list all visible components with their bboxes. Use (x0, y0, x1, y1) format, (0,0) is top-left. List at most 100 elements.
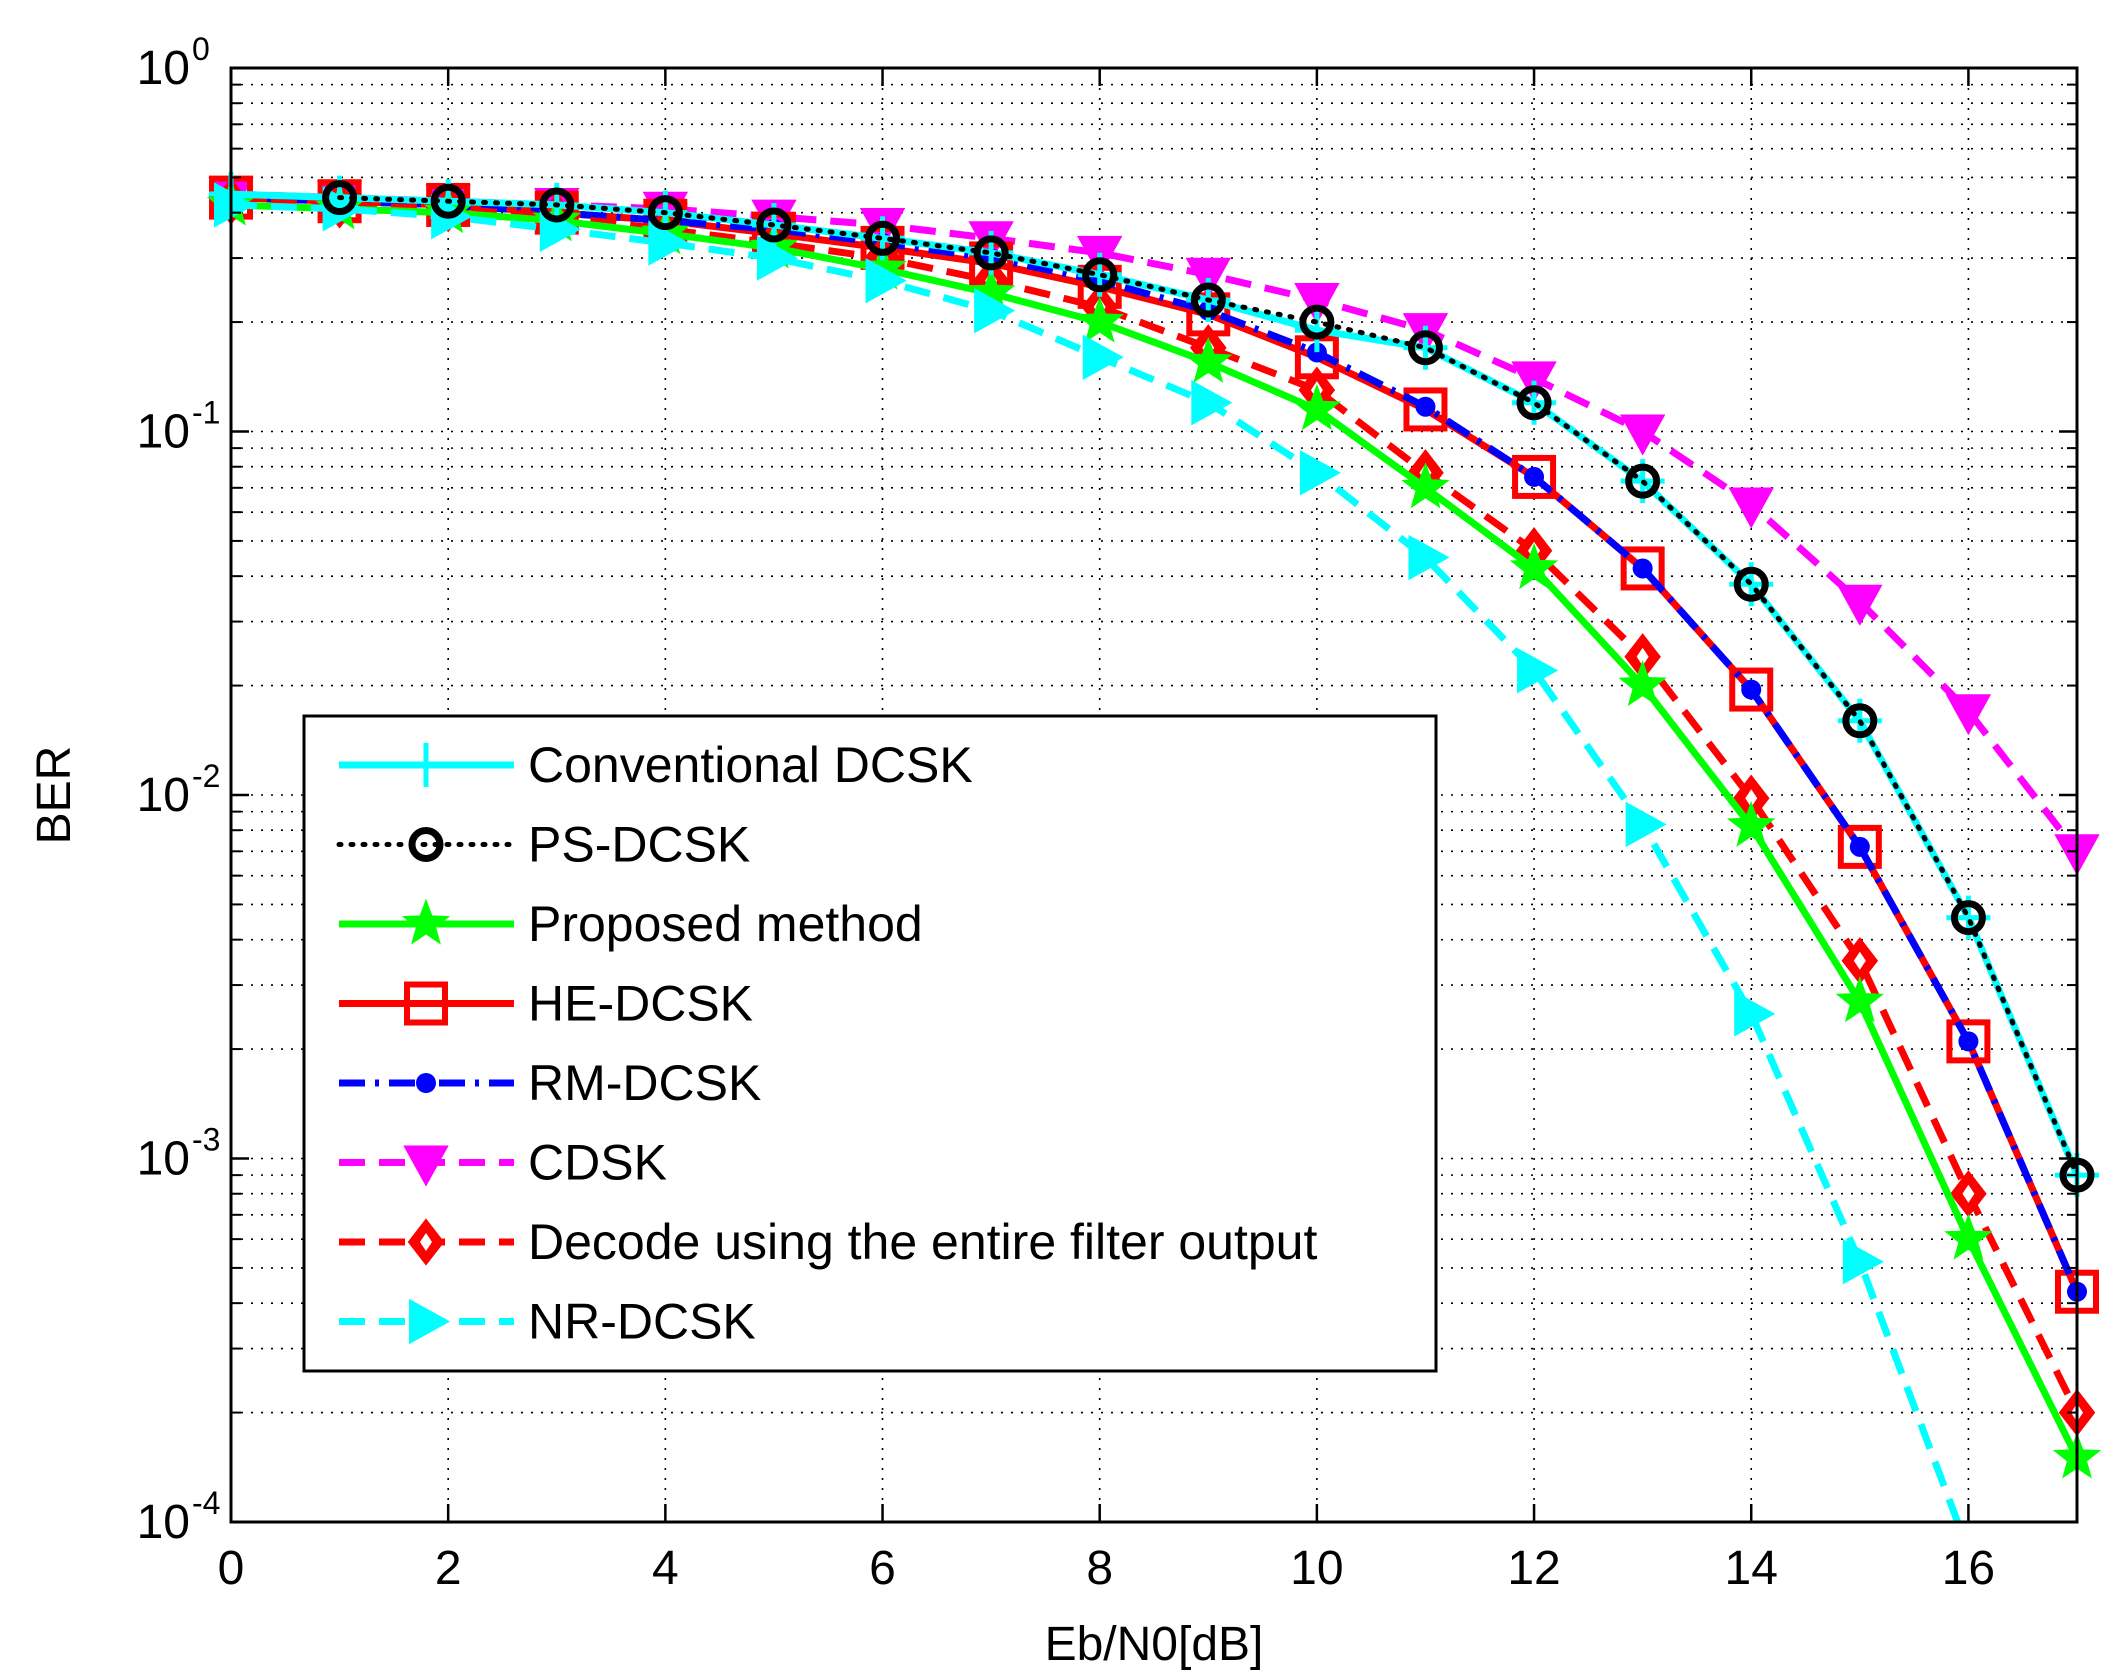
data-point (1619, 414, 1666, 456)
legend-marker (408, 827, 444, 862)
data-point (1729, 667, 1774, 712)
data-point (1191, 380, 1233, 426)
data-point (1082, 334, 1124, 380)
data-point-inner (1636, 647, 1649, 666)
data-point (1512, 454, 1557, 499)
legend-label: Conventional DCSK (528, 737, 973, 793)
legend-label: Proposed method (528, 896, 923, 952)
legend-item: RM-DCSK (339, 1055, 761, 1111)
legend-marker (404, 981, 448, 1026)
series-nr-dcsk (214, 182, 1961, 1524)
legend-label: RM-DCSK (528, 1055, 761, 1111)
y-tick-exponent: -3 (192, 1122, 220, 1158)
data-point (1407, 330, 1443, 366)
data-point (1728, 487, 1774, 529)
data-point (1618, 660, 1667, 707)
y-tick-exponent: -2 (192, 758, 220, 794)
data-point (1075, 296, 1124, 343)
legend-item: NR-DCSK (339, 1294, 756, 1350)
data-point (1190, 282, 1226, 318)
legend-item: Conventional DCSK (339, 737, 973, 793)
data-point (1958, 1031, 1979, 1052)
x-tick-label: 10 (1290, 1542, 1343, 1595)
data-point (1837, 824, 1882, 869)
data-point (1299, 450, 1341, 496)
data-point (1294, 283, 1340, 325)
data-point (1741, 679, 1762, 700)
data-point (1632, 558, 1653, 579)
legend-label: HE-DCSK (528, 976, 753, 1032)
data-point-inner (1962, 1184, 1975, 1203)
series-line (230, 197, 2081, 1415)
data-point (1620, 546, 1665, 591)
data-point (1509, 542, 1559, 590)
data-point (1625, 801, 1667, 848)
data-point (1625, 463, 1661, 499)
data-point (974, 287, 1016, 334)
data-point (1401, 462, 1450, 509)
y-tick-label: 10 (137, 1496, 190, 1549)
data-point (865, 257, 907, 304)
data-point (756, 235, 799, 281)
data-point (1415, 396, 1436, 417)
y-tick-label: 10 (137, 769, 190, 822)
x-tick-label: 6 (869, 1542, 896, 1595)
data-point (1185, 257, 1231, 299)
x-tick-label: 12 (1507, 1542, 1560, 1595)
legend-marker (404, 743, 448, 787)
data-point (1950, 900, 1986, 936)
legend-marker (403, 1145, 449, 1187)
legend-marker (401, 898, 451, 945)
data-point-inner (1745, 789, 1758, 808)
x-tick-label: 4 (652, 1542, 679, 1595)
x-axis-title: Eb/N0[dB] (1045, 1618, 1264, 1671)
y-tick-exponent: -1 (192, 395, 220, 431)
data-point (430, 183, 466, 219)
series-line (230, 201, 2081, 1460)
data-point (1403, 387, 1448, 432)
data-point (1946, 1019, 1991, 1064)
x-tick-label: 16 (1942, 1542, 1995, 1595)
y-tick-exponent: 0 (192, 31, 210, 67)
legend-marker (409, 1298, 451, 1345)
data-point (1306, 342, 1327, 363)
data-point (1842, 703, 1878, 739)
data-point (1517, 647, 1559, 694)
data-point (973, 235, 1009, 271)
legend-item: PS-DCSK (336, 817, 750, 873)
series-line (230, 190, 2080, 854)
data-point (648, 220, 690, 266)
legend-item: CDSK (339, 1135, 667, 1191)
x-tick-label: 2 (435, 1542, 462, 1595)
data-point-inner (1853, 951, 1866, 970)
data-point (1734, 991, 1776, 1037)
data-point (1408, 534, 1450, 581)
y-tick-label: 10 (137, 42, 190, 95)
legend-label: PS-DCSK (528, 817, 750, 873)
data-point (1733, 566, 1769, 602)
data-point (1944, 1213, 1993, 1260)
legend-item: HE-DCSK (339, 976, 753, 1032)
x-tick-label: 14 (1725, 1542, 1778, 1595)
legend: Conventional DCSK PS-DCSK Proposed method H… (302, 714, 1438, 1373)
y-tick-label: 10 (137, 1133, 190, 1186)
data-point (647, 195, 683, 231)
legend-item: Proposed method (339, 896, 923, 952)
data-point (539, 187, 575, 223)
series-line (337, 195, 2080, 1178)
data-point (1082, 257, 1118, 293)
x-tick-label: 8 (1086, 1542, 1113, 1595)
data-point (865, 220, 901, 256)
y-tick-label: 10 (137, 406, 190, 459)
data-point (1945, 694, 1992, 736)
y-axis-title: BER (28, 746, 81, 845)
series-line (230, 194, 2081, 1294)
legend-label: CDSK (528, 1135, 667, 1191)
data-point (1849, 836, 1870, 857)
data-point (322, 180, 358, 216)
data-point (1516, 385, 1552, 421)
data-point (1524, 466, 1545, 487)
legend-marker-inner (420, 1233, 432, 1251)
